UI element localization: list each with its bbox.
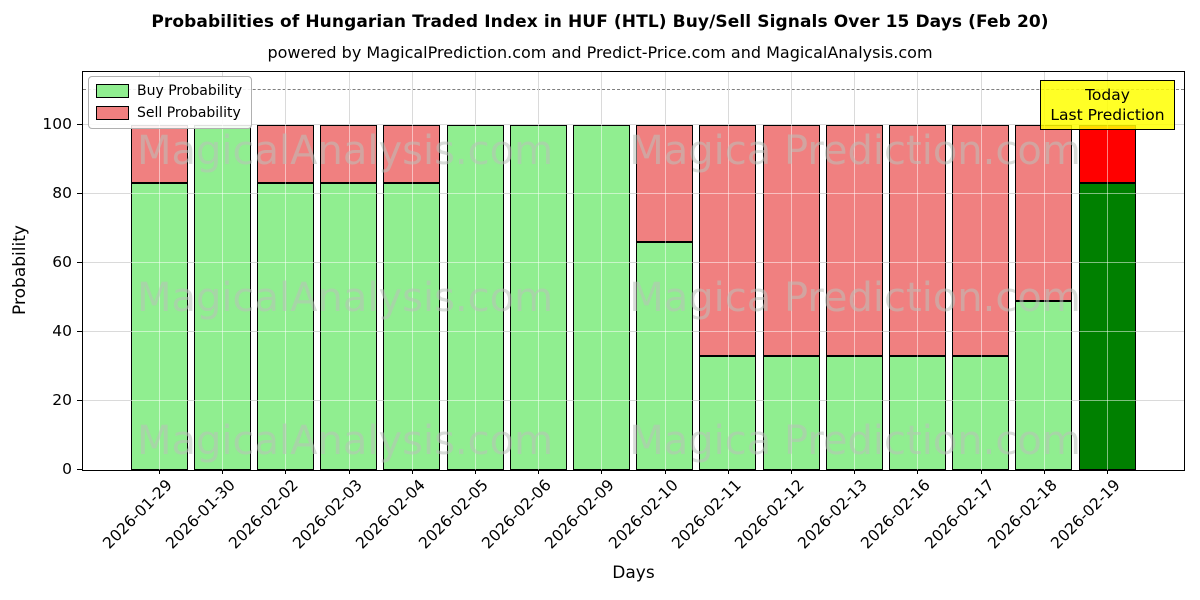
- y-tick-mark: [77, 330, 82, 332]
- x-tick-mark: [411, 469, 413, 474]
- legend: Buy Probability Sell Probability: [88, 76, 253, 129]
- x-tick-mark: [664, 469, 666, 474]
- v-gridline-overlay: [538, 72, 540, 470]
- chart-title: Probabilities of Hungarian Traded Index …: [151, 12, 1049, 32]
- y-tick-mark: [77, 261, 82, 263]
- y-tick-mark: [77, 192, 82, 194]
- v-gridline-overlay: [348, 72, 350, 470]
- x-tick-mark: [475, 469, 476, 474]
- x-tick-mark: [159, 469, 160, 474]
- h-gridline-overlay: [83, 192, 1184, 194]
- v-gridline-overlay: [159, 72, 160, 470]
- y-tick-label: 60: [52, 252, 72, 271]
- v-gridline-overlay: [791, 72, 792, 470]
- legend-item-buy: Buy Probability: [96, 83, 242, 99]
- v-gridline-overlay: [285, 72, 287, 470]
- y-tick-label: 40: [52, 321, 72, 340]
- h-gridline-overlay: [83, 123, 1184, 125]
- v-gridline-overlay: [1107, 72, 1108, 470]
- x-tick-mark: [854, 469, 856, 474]
- y-tick-label: 0: [62, 460, 72, 478]
- x-tick-mark: [727, 469, 729, 474]
- x-tick-mark: [222, 469, 224, 474]
- legend-item-sell: Sell Probability: [96, 105, 242, 121]
- x-tick-mark: [1107, 469, 1108, 474]
- annotation-line-2: Last Prediction: [1050, 106, 1165, 124]
- x-tick-mark: [601, 469, 603, 474]
- today-annotation: Today Last Prediction: [1040, 80, 1175, 130]
- x-axis-label: Days: [612, 563, 655, 583]
- y-tick-mark: [77, 399, 82, 401]
- v-gridline-overlay: [601, 72, 603, 470]
- v-gridline-overlay: [664, 72, 666, 470]
- x-tick-mark: [980, 469, 982, 474]
- chart-subtitle: powered by MagicalPrediction.com and Pre…: [267, 43, 933, 62]
- v-gridline-overlay: [980, 72, 982, 470]
- h-gridline-overlay: [83, 261, 1184, 263]
- plot-area: [82, 71, 1185, 471]
- y-tick-mark: [77, 469, 82, 470]
- v-gridline-overlay: [854, 72, 856, 470]
- legend-label-sell: Sell Probability: [137, 105, 241, 121]
- v-gridline-overlay: [1043, 72, 1045, 470]
- x-tick-mark: [791, 469, 792, 474]
- v-gridline-overlay: [411, 72, 413, 470]
- h-gridline-overlay: [83, 399, 1184, 401]
- y-tick-mark: [77, 123, 82, 125]
- x-tick-mark: [285, 469, 287, 474]
- y-tick-label: 20: [52, 390, 72, 409]
- x-tick-mark: [917, 469, 919, 474]
- v-gridline-overlay: [222, 72, 224, 470]
- buy-color-swatch: [96, 84, 129, 98]
- h-gridline-overlay: [83, 330, 1184, 332]
- sell-color-swatch: [96, 106, 129, 120]
- x-tick-mark: [538, 469, 540, 474]
- x-tick-mark: [348, 469, 350, 474]
- v-gridline-overlay: [727, 72, 729, 470]
- v-gridline-overlay: [475, 72, 476, 470]
- v-gridline-overlay: [917, 72, 919, 470]
- y-tick-label: 80: [52, 183, 72, 202]
- dashed-threshold-line: [83, 89, 1184, 91]
- legend-label-buy: Buy Probability: [137, 83, 243, 99]
- annotation-line-1: Today: [1085, 85, 1130, 104]
- x-tick-mark: [1043, 469, 1045, 474]
- y-tick-label: 100: [42, 114, 72, 133]
